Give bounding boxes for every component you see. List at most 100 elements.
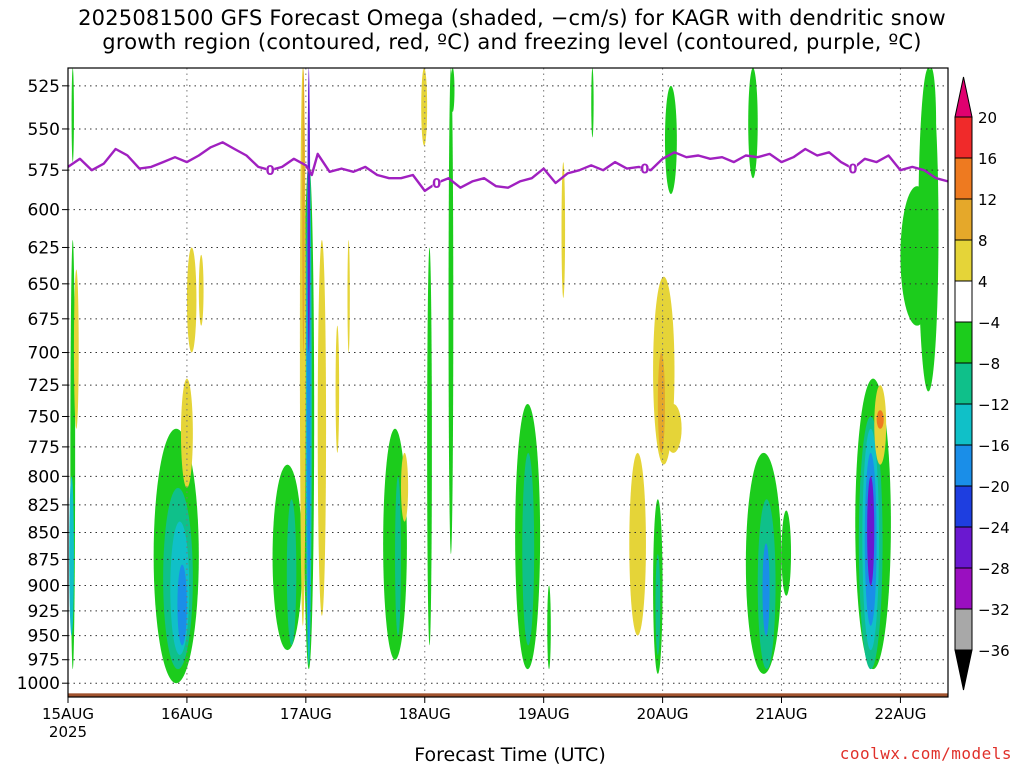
omega-region-36	[657, 352, 665, 453]
omega-region-55	[926, 68, 937, 179]
omega-region-37	[664, 404, 682, 453]
x-tick-label: 16AUG	[161, 705, 213, 723]
freezing-level-label: 0	[640, 163, 649, 178]
colorbar-swatch	[954, 362, 973, 405]
freezing-level-line	[67, 141, 949, 193]
colorbar-swatch	[954, 198, 973, 241]
freezing-label-bg	[640, 161, 649, 175]
omega-region-19	[317, 240, 327, 616]
omega-shading-layer	[69, 67, 939, 684]
colorbar-level-label: 4	[978, 273, 988, 291]
y-tick-label: 975	[28, 651, 60, 671]
omega-region-21	[347, 240, 350, 353]
colorbar-level-label: −28	[978, 560, 1010, 578]
x-axis: 15AUG 16AUG 17AUG 18AUG 19AUG 20AUG 21AUG 22AUG…	[42, 697, 926, 741]
freezing-level-layer: 0 0 0 0	[67, 141, 949, 193]
y-tick-label: 725	[28, 376, 60, 396]
x-tick-label: 21AUG	[756, 705, 808, 723]
colorbar-swatch	[954, 157, 973, 200]
y-tick-label: 650	[28, 275, 60, 295]
omega-region-28	[450, 68, 455, 112]
colorbar-bottom-arrow	[954, 649, 973, 691]
omega-region-52	[876, 410, 884, 429]
y-tick-label: 575	[28, 161, 60, 181]
y-tick-label: 675	[28, 310, 60, 330]
y-tick-label: 800	[28, 467, 60, 487]
y-tick-label: 875	[28, 550, 60, 570]
x-tick-label: 15AUG	[42, 705, 94, 723]
y-axis: 525 550 575 600 625 650 675 700 725 750 775 800 825 8…	[17, 77, 68, 694]
omega-region-31	[547, 585, 551, 670]
freezing-label-bg	[432, 175, 441, 189]
omega-region-40	[664, 85, 677, 195]
y-tick-label: 525	[28, 77, 60, 97]
omega-region-25	[421, 68, 428, 146]
y-tick-label: 1000	[17, 674, 60, 694]
omega-region-34	[629, 452, 646, 636]
omega-region-18	[302, 68, 305, 353]
freezing-label-bg	[848, 161, 857, 175]
colorbar-swatch	[954, 608, 973, 651]
colorbar: 20 16 12 8 4 −4 −8 −12 −16 −20 −24 −28 −32 −36	[954, 76, 1010, 691]
omega-region-23	[395, 476, 401, 636]
x-tick-label: 17AUG	[280, 705, 332, 723]
omega-region-50	[867, 476, 875, 586]
colorbar-swatch	[954, 444, 973, 487]
colorbar-level-label: 16	[978, 150, 997, 168]
omega-region-39	[655, 554, 661, 655]
x-tick-label: 19AUG	[518, 705, 570, 723]
omega-region-32	[561, 162, 566, 298]
y-tick-label: 750	[28, 407, 60, 427]
omega-region-9	[198, 254, 204, 326]
y-tick-label: 850	[28, 524, 60, 544]
y-tick-label: 700	[28, 344, 60, 364]
colorbar-level-label: −36	[978, 642, 1010, 660]
freezing-level-label: 0	[266, 164, 275, 179]
colorbar-level-label: −16	[978, 437, 1010, 455]
colorbar-level-label: −24	[978, 519, 1010, 537]
omega-region-12	[286, 499, 297, 646]
colorbar-level-label: 20	[978, 109, 997, 127]
colorbar-level-label: −12	[978, 396, 1010, 414]
y-tick-label: 825	[28, 496, 60, 516]
omega-region-44	[781, 510, 792, 596]
y-tick-label: 775	[28, 438, 60, 458]
omega-region-16	[307, 68, 311, 353]
omega-region-24	[400, 452, 409, 522]
y-tick-label: 550	[28, 120, 60, 140]
omega-region-7	[177, 564, 187, 646]
omega-region-3	[73, 269, 79, 429]
colorbar-swatch	[954, 321, 973, 364]
omega-region-26	[427, 247, 432, 646]
freezing-label-bg	[266, 163, 275, 177]
credit-link[interactable]: coolwx.com/models	[839, 744, 1012, 763]
colorbar-swatch	[954, 239, 973, 282]
colorbar-swatch	[954, 567, 973, 610]
plot-frame	[67, 67, 949, 698]
x-tick-label: 20AUG	[637, 705, 689, 723]
omega-region-2	[69, 476, 74, 636]
y-tick-label: 900	[28, 577, 60, 597]
x-year-label: 2025	[49, 723, 87, 741]
colorbar-level-label: 12	[978, 191, 997, 209]
omega-region-8	[186, 247, 197, 353]
colorbar-swatch	[954, 116, 973, 159]
colorbar-level-label: 8	[978, 232, 988, 250]
terrain-layer	[68, 693, 948, 697]
omega-region-27	[448, 67, 454, 555]
colorbar-swatch	[954, 485, 973, 528]
x-tick-label: 22AUG	[874, 705, 926, 723]
omega-region-45	[748, 68, 758, 179]
omega-region-20	[335, 325, 340, 453]
colorbar-level-label: −4	[978, 314, 1000, 332]
chart-title-line-2: growth region (contoured, red, ºC) and f…	[102, 30, 922, 54]
y-tick-label: 950	[28, 627, 60, 647]
colorbar-swatch	[954, 280, 973, 323]
colorbar-top-arrow	[954, 76, 973, 118]
omega-region-30	[522, 452, 535, 646]
grid-layer	[68, 68, 948, 697]
freezing-level-label: 0	[432, 177, 441, 192]
freezing-level-label: 0	[848, 163, 857, 178]
omega-region-22	[383, 428, 407, 660]
